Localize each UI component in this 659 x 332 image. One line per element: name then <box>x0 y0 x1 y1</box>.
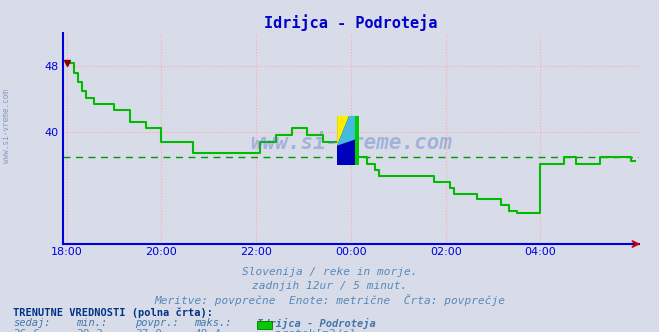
Text: sedaj:: sedaj: <box>13 318 51 328</box>
Text: 37,0: 37,0 <box>135 329 162 332</box>
Text: Slovenija / reke in morje.: Slovenija / reke in morje. <box>242 267 417 277</box>
Text: 36,6: 36,6 <box>13 329 40 332</box>
Text: Idrijca - Podroteja: Idrijca - Podroteja <box>257 318 376 329</box>
Text: 48,4: 48,4 <box>194 329 221 332</box>
Text: 30,3: 30,3 <box>76 329 103 332</box>
Text: zadnjih 12ur / 5 minut.: zadnjih 12ur / 5 minut. <box>252 281 407 290</box>
Polygon shape <box>337 116 349 146</box>
Bar <box>355 116 358 165</box>
Text: www.si-vreme.com: www.si-vreme.com <box>2 89 11 163</box>
Title: Idrijca - Podroteja: Idrijca - Podroteja <box>264 14 438 31</box>
Text: TRENUTNE VREDNOSTI (polna črta):: TRENUTNE VREDNOSTI (polna črta): <box>13 307 213 318</box>
Text: povpr.:: povpr.: <box>135 318 179 328</box>
Text: maks.:: maks.: <box>194 318 232 328</box>
Text: pretok[m3/s]: pretok[m3/s] <box>275 329 357 332</box>
Text: Meritve: povprečne  Enote: metrične  Črta: povprečje: Meritve: povprečne Enote: metrične Črta:… <box>154 294 505 306</box>
Text: min.:: min.: <box>76 318 107 328</box>
Text: www.si-vreme.com: www.si-vreme.com <box>250 133 452 153</box>
Polygon shape <box>337 116 358 146</box>
Bar <box>337 116 358 165</box>
